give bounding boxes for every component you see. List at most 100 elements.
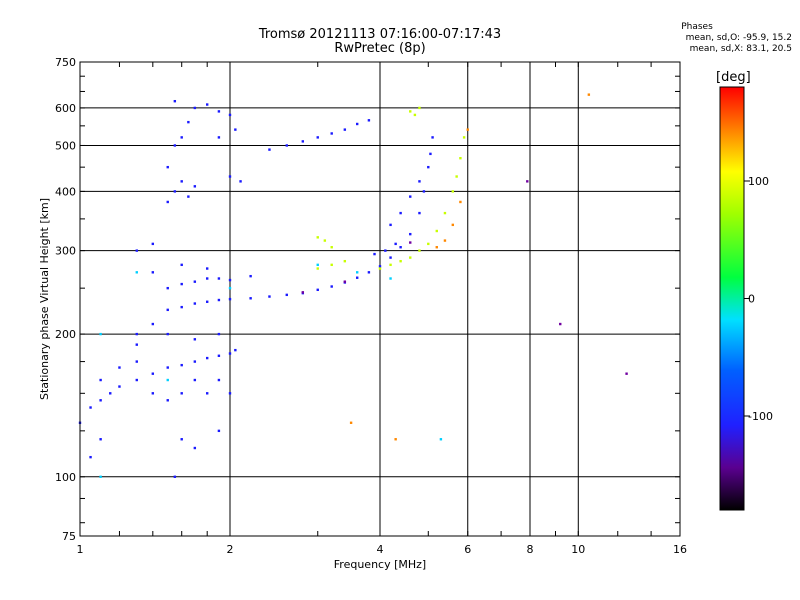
data-point (330, 132, 333, 135)
data-point (228, 113, 232, 117)
data-point (217, 110, 221, 113)
data-point (462, 136, 466, 139)
data-point (443, 239, 447, 242)
data-point (135, 378, 138, 382)
data-point (451, 223, 455, 227)
data-point (349, 421, 353, 424)
x-tick-label: 10 (571, 543, 585, 556)
data-point (173, 99, 177, 103)
data-point (389, 223, 392, 227)
data-point (373, 252, 376, 256)
data-point (367, 271, 371, 274)
data-point (378, 265, 382, 268)
data-point (455, 175, 458, 178)
data-point (217, 277, 221, 280)
data-point (427, 165, 430, 169)
data-point (316, 267, 319, 270)
data-point (217, 429, 221, 433)
data-point (193, 338, 197, 341)
data-point (109, 392, 112, 395)
data-point (378, 267, 382, 270)
y-tick-label: 75 (62, 530, 76, 543)
data-point (343, 128, 347, 131)
y-tick-label: 400 (55, 185, 76, 198)
data-point (118, 385, 121, 388)
colorbar-title: [deg] (716, 70, 751, 85)
data-point (431, 136, 434, 139)
data-point (135, 271, 138, 274)
data-point (399, 246, 402, 249)
data-point (180, 136, 183, 139)
data-point (343, 259, 347, 263)
data-point (205, 103, 209, 106)
data-point (355, 271, 359, 274)
data-point (228, 175, 232, 178)
data-point (285, 144, 288, 147)
data-point (559, 322, 562, 326)
data-point (151, 271, 155, 274)
data-point (193, 106, 197, 110)
data-point (180, 263, 183, 267)
data-point (228, 278, 232, 282)
data-point (413, 113, 417, 117)
data-point (180, 392, 183, 395)
data-point (205, 300, 209, 303)
chart-title: Tromsø 20121113 07:16:00-07:17:43 (258, 27, 502, 42)
data-point (439, 438, 443, 441)
data-point (228, 392, 232, 395)
data-point (205, 392, 209, 395)
y-axis-label: Stationary phase Virtual Height [km] (38, 198, 51, 400)
data-point (99, 378, 102, 382)
data-point (135, 360, 138, 363)
data-point (217, 136, 221, 139)
data-point (422, 190, 426, 193)
data-point (166, 200, 169, 204)
data-point (316, 236, 319, 239)
y-tick-label: 500 (55, 139, 76, 152)
data-point (384, 249, 387, 252)
data-point (301, 291, 305, 294)
data-point (285, 293, 288, 297)
x-tick-label: 2 (227, 543, 234, 556)
data-point (389, 277, 392, 280)
data-point (99, 332, 102, 336)
data-point (239, 180, 242, 183)
data-point (217, 378, 221, 382)
data-point (173, 475, 177, 478)
x-tick-label: 6 (464, 543, 471, 556)
data-point (180, 180, 183, 183)
data-point (459, 200, 462, 204)
data-point (316, 136, 319, 139)
data-point (399, 259, 402, 263)
data-point (228, 352, 232, 355)
data-point (429, 152, 432, 156)
data-point (427, 242, 430, 246)
data-point (316, 288, 319, 292)
y-tick-label: 750 (55, 56, 76, 69)
data-point (234, 128, 237, 131)
data-point (151, 322, 155, 326)
colorbar-tick-label: 0 (748, 293, 755, 306)
data-point (389, 263, 392, 267)
data-point (249, 297, 252, 300)
data-point (217, 332, 221, 336)
data-point (409, 195, 412, 198)
data-point (330, 246, 333, 249)
data-point (99, 399, 102, 402)
data-point (89, 406, 92, 409)
data-point (394, 438, 397, 441)
data-point (409, 232, 412, 236)
data-point (409, 110, 412, 113)
data-point (151, 392, 155, 395)
data-point (173, 190, 177, 193)
x-tick-label: 8 (527, 543, 534, 556)
data-point (193, 446, 197, 450)
data-point (166, 286, 169, 290)
data-point (151, 242, 155, 246)
data-point (394, 242, 397, 246)
data-point (268, 148, 271, 151)
data-point (166, 165, 169, 169)
data-point (330, 263, 333, 267)
data-point (205, 277, 209, 280)
